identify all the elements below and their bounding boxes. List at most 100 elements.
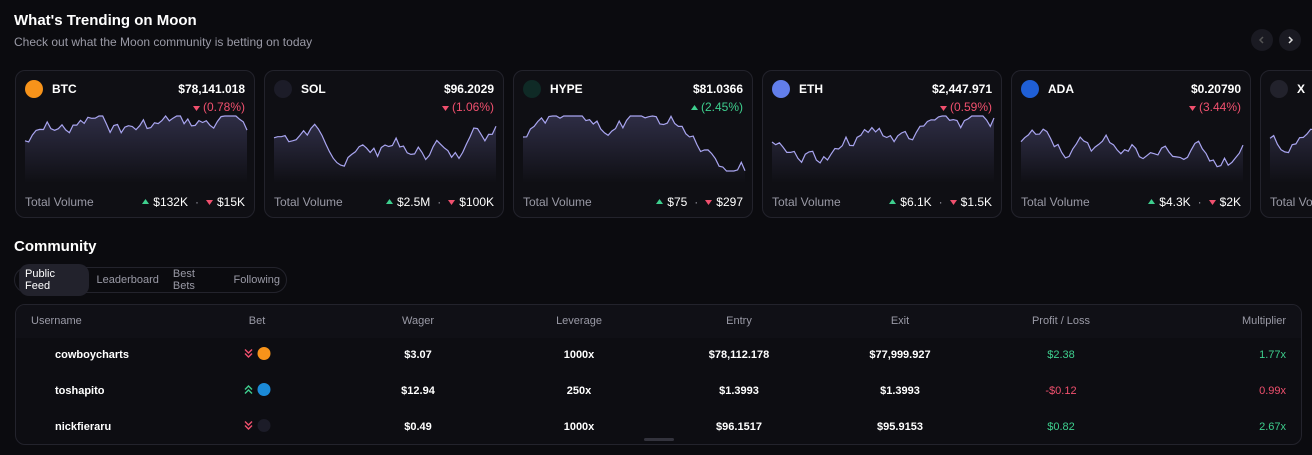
chevron bbox=[1258, 36, 1264, 44]
exit: $1.3993 bbox=[880, 385, 920, 397]
coin-symbol: ETH bbox=[799, 82, 823, 96]
coin-icon bbox=[1021, 80, 1039, 98]
tab[interactable]: Following bbox=[233, 274, 280, 286]
change-text: (1.06%) bbox=[451, 100, 494, 114]
table-header: Username Bet Wager Leverage Entry Exit Profit … bbox=[16, 305, 1301, 338]
exit: $95.9153 bbox=[877, 421, 923, 433]
coin-price: $96.2029 bbox=[443, 82, 494, 96]
multiplier: 1.77x bbox=[1259, 349, 1286, 361]
volume-down: $15K bbox=[216, 195, 245, 209]
column-header: Entry bbox=[726, 315, 752, 327]
wager: $3.07 bbox=[404, 349, 432, 361]
volume-label: Total Volume bbox=[523, 195, 592, 209]
change-text: (2.45%) bbox=[700, 100, 743, 114]
entry: $96.1517 bbox=[716, 421, 762, 433]
subtitle: Check out what the Moon community is bet… bbox=[14, 35, 313, 49]
leverage: 1000x bbox=[563, 421, 595, 433]
sparkline bbox=[522, 115, 746, 183]
next-button[interactable] bbox=[1279, 29, 1301, 51]
prev-button[interactable] bbox=[1251, 29, 1273, 51]
volume-label: Total Volume bbox=[274, 195, 343, 209]
dot: · bbox=[938, 195, 943, 209]
multiplier: 2.67x bbox=[1259, 421, 1286, 433]
sparkline bbox=[771, 115, 995, 183]
title: What's Trending on Moon bbox=[14, 12, 197, 29]
coin-card[interactable]: BTC $78,141.018 (0.78%) Total Volume $132K ·… bbox=[15, 70, 255, 218]
coin-symbol: BTC bbox=[52, 82, 77, 96]
coin-price: $81.0366 bbox=[692, 82, 743, 96]
coin-symbol: ADA bbox=[1048, 82, 1074, 96]
multiplier: 0.99x bbox=[1259, 385, 1286, 397]
bet bbox=[244, 419, 274, 436]
sparkline bbox=[273, 123, 497, 183]
scroll-handle bbox=[644, 438, 674, 441]
volume-up: $75 bbox=[667, 195, 688, 209]
profit-loss: -$0.12 bbox=[1045, 385, 1077, 397]
volume-up: $4.3K bbox=[1159, 195, 1191, 209]
profit-loss: $2.38 bbox=[1047, 349, 1075, 361]
coin-icon bbox=[25, 80, 43, 98]
bet-icon bbox=[244, 419, 271, 432]
volume-up: $6.1K bbox=[900, 195, 932, 209]
down-arrow bbox=[448, 200, 456, 205]
volume-values: $75 · $297 bbox=[656, 195, 743, 209]
dot: · bbox=[194, 195, 199, 209]
column-header: Exit bbox=[890, 315, 910, 327]
tab[interactable]: Leaderboard bbox=[96, 274, 159, 286]
down-arrow bbox=[1188, 106, 1196, 111]
column-header: Bet bbox=[248, 315, 266, 327]
coin-card[interactable]: SOL $96.2029 (1.06%) Total Volume $2.5M · $10… bbox=[264, 70, 504, 218]
tab[interactable]: Public Feed bbox=[19, 264, 89, 296]
feed-table: Username Bet Wager Leverage Entry Exit Profit … bbox=[15, 304, 1302, 445]
wager: $0.49 bbox=[404, 421, 432, 433]
down-arrow bbox=[949, 200, 957, 205]
volume-up: $2.5M bbox=[396, 195, 431, 209]
coin-card[interactable]: ETH $2,447.971 (0.59%) Total Volume $6.1K · $… bbox=[762, 70, 1002, 218]
wager: $12.94 bbox=[401, 385, 435, 397]
down-arrow bbox=[205, 200, 213, 205]
coin-icon bbox=[523, 80, 541, 98]
username: cowboycharts bbox=[55, 349, 129, 361]
leverage: 250x bbox=[566, 385, 592, 397]
volume-label: Total Volume bbox=[772, 195, 841, 209]
tab[interactable]: Best Bets bbox=[172, 268, 195, 292]
up-arrow bbox=[385, 199, 393, 204]
trending-list: BTC $78,141.018 (0.78%) Total Volume $132K ·… bbox=[0, 70, 1312, 220]
price-change: (0.59%) bbox=[939, 100, 992, 114]
column-header: Leverage bbox=[556, 315, 602, 327]
volume-values: $6.1K · $1.5K bbox=[889, 195, 992, 209]
down-arrow bbox=[1208, 200, 1216, 205]
bet bbox=[244, 347, 274, 364]
coin-card[interactable]: ADA $0.20790 (3.44%) Total Volume $4.3K · $2K bbox=[1011, 70, 1251, 218]
up-arrow bbox=[656, 199, 664, 204]
coin-card[interactable]: X Total Volume bbox=[1260, 70, 1312, 218]
entry: $78,112.178 bbox=[708, 349, 770, 361]
leverage: 1000x bbox=[563, 349, 595, 361]
up-arrow bbox=[142, 199, 150, 204]
volume-down: $1.5K bbox=[960, 195, 992, 209]
coin-price: $78,141.018 bbox=[178, 82, 245, 96]
tabs: Public Feed Leaderboard Best Bets Following bbox=[14, 264, 287, 296]
column-header: Wager bbox=[402, 315, 434, 327]
down-arrow bbox=[192, 106, 200, 111]
entry: $1.3993 bbox=[719, 385, 759, 397]
coin-price: $2,447.971 bbox=[931, 82, 992, 96]
down-arrow bbox=[441, 106, 449, 111]
username: toshapito bbox=[55, 385, 105, 397]
coin-icon bbox=[1270, 80, 1288, 98]
price-change: (0.78%) bbox=[192, 100, 245, 114]
coin-icon bbox=[274, 80, 292, 98]
column-header: Username bbox=[31, 315, 82, 327]
volume-label: Total Volume bbox=[25, 195, 94, 209]
up-arrow bbox=[889, 199, 897, 204]
bet-icon bbox=[244, 383, 271, 396]
dot: · bbox=[694, 195, 699, 209]
community-title: Community bbox=[14, 238, 97, 255]
coin-symbol: SOL bbox=[301, 82, 326, 96]
column-header: Multiplier bbox=[1241, 315, 1286, 327]
volume-down: $297 bbox=[716, 195, 743, 209]
down-arrow bbox=[705, 200, 713, 205]
change-text: (0.78%) bbox=[202, 100, 245, 114]
coin-card[interactable]: HYPE $81.0366 (2.45%) Total Volume $75 · $297 bbox=[513, 70, 753, 218]
